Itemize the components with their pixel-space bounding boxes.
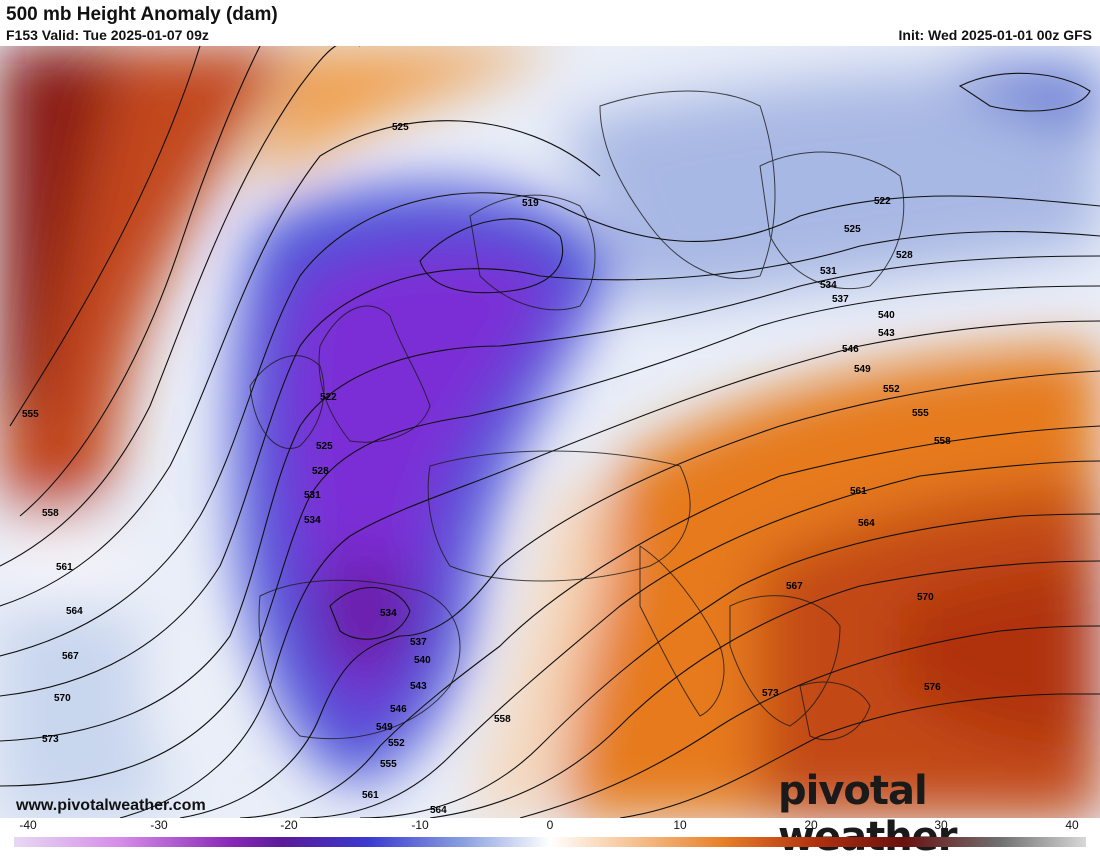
contour-label: 561 — [362, 790, 379, 801]
contour-label: 534 — [820, 280, 837, 291]
contour-label: 549 — [376, 722, 393, 733]
contour-label: 555 — [912, 408, 929, 419]
colorbar-tick: -30 — [150, 818, 168, 832]
map-canvas: 525 519 522 525 528 531 534 537 540 543 … — [0, 46, 1100, 818]
colorbar-tick: -20 — [280, 818, 298, 832]
contour-label: 540 — [414, 655, 431, 666]
colorbar-tick: -40 — [19, 818, 37, 832]
contour-label: 564 — [66, 606, 83, 617]
contour-label: 525 — [844, 224, 861, 235]
anomaly-shading — [0, 46, 1100, 818]
contour-label: 543 — [410, 681, 427, 692]
contour-label: 570 — [54, 693, 71, 704]
colorbar-ticks: -40 -30 -20 -10 0 10 20 30 40 — [0, 818, 1100, 836]
balkans-outline — [729, 595, 841, 727]
scandinavia-outline — [599, 90, 776, 280]
colorbar-tick: 40 — [1065, 818, 1079, 832]
init-time: Init: Wed 2025-01-01 00z GFS — [898, 27, 1092, 43]
contour-label: 543 — [878, 328, 895, 339]
contour-label: 567 — [62, 651, 79, 662]
colorbar-tick: 20 — [804, 818, 818, 832]
contour-label: 528 — [896, 250, 913, 261]
contour-label: 519 — [522, 198, 539, 209]
contour-label: 558 — [42, 508, 59, 519]
colorbar-tick: 30 — [934, 818, 948, 832]
contour-label: 525 — [316, 441, 333, 452]
greece-outline — [799, 681, 871, 741]
contour-label: 573 — [762, 688, 779, 699]
contour-label: 552 — [883, 384, 900, 395]
contour-label: 573 — [42, 734, 59, 745]
contour-label: 537 — [410, 637, 427, 648]
website-label[interactable]: www.pivotalweather.com — [16, 797, 206, 814]
contour-label: 561 — [56, 562, 73, 573]
colorbar — [14, 837, 1086, 847]
iberia-outline — [258, 579, 461, 739]
colorbar-gradient — [14, 837, 1086, 847]
ireland-outline — [249, 355, 325, 449]
contour-label: 576 — [924, 682, 941, 693]
contour-label: 567 — [786, 581, 803, 592]
coastlines — [249, 90, 905, 741]
contour-label: 534 — [380, 608, 397, 619]
finland-outline — [759, 151, 905, 290]
contour-label: 534 — [304, 515, 321, 526]
contour-label: 561 — [850, 486, 867, 497]
colorbar-tick: 0 — [546, 818, 554, 832]
contour-label: 555 — [22, 409, 39, 420]
great-britain-outline — [318, 305, 431, 443]
colorbar-tick: 10 — [673, 818, 687, 832]
contour-label: 522 — [874, 196, 891, 207]
contour-label: 546 — [390, 704, 407, 715]
contour-label: 525 — [392, 122, 409, 133]
contour-label: 528 — [312, 466, 329, 477]
contour-label: 555 — [380, 759, 397, 770]
valid-time: F153 Valid: Tue 2025-01-07 09z — [6, 27, 209, 43]
contour-label: 537 — [832, 294, 849, 305]
norway-outline — [469, 194, 596, 311]
contour-label: 564 — [430, 805, 447, 816]
contour-label: 531 — [304, 490, 321, 501]
contour-label: 564 — [858, 518, 875, 529]
colorbar-tick: -10 — [411, 818, 429, 832]
contour-label: 570 — [917, 592, 934, 603]
anomaly-map[interactable]: 525 519 522 525 528 531 534 537 540 543 … — [0, 46, 1100, 818]
contour-label: 552 — [388, 738, 405, 749]
central-europe-outline — [427, 450, 691, 582]
contour-label: 558 — [494, 714, 511, 725]
contour-label: 546 — [842, 344, 859, 355]
header: 500 mb Height Anomaly (dam) F153 Valid: … — [0, 0, 1100, 46]
contour-label: 549 — [854, 364, 871, 375]
map-title: 500 mb Height Anomaly (dam) — [6, 4, 278, 25]
contour-label: 522 — [320, 392, 337, 403]
contour-labels: 525 519 522 525 528 531 534 537 540 543 … — [22, 122, 951, 816]
contour-label: 531 — [820, 266, 837, 277]
contour-label: 540 — [878, 310, 895, 321]
contour-label: 558 — [934, 436, 951, 447]
italy-outline — [639, 545, 725, 717]
height-contours — [0, 46, 1100, 818]
